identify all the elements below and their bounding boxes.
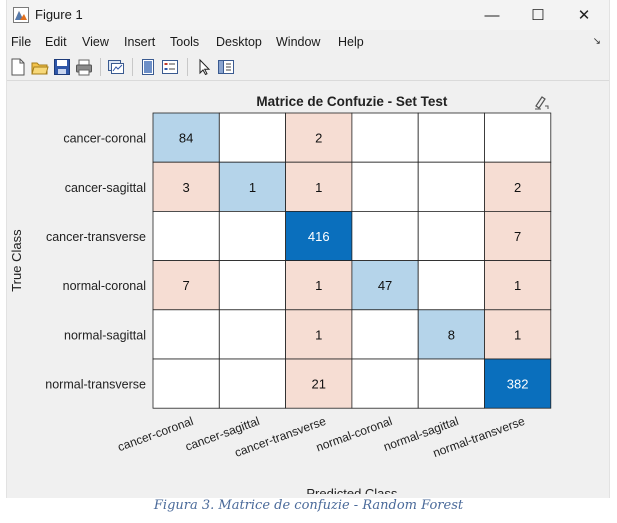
- minimize-button[interactable]: —: [469, 0, 515, 30]
- row-tick-label: cancer-transverse: [46, 230, 146, 244]
- matrix-cell: [417, 260, 485, 311]
- menu-insert[interactable]: Insert: [124, 35, 156, 49]
- insert-legend-icon[interactable]: [161, 58, 179, 76]
- menu-file[interactable]: File: [11, 35, 32, 49]
- matrix-cell: [285, 358, 353, 409]
- menu-bar: File Edit View Insert Tools Desktop Wind…: [7, 31, 609, 53]
- column-tick-label: normal-coronal: [314, 414, 394, 455]
- matrix-cell: [484, 358, 552, 409]
- matrix-cell: [218, 161, 287, 212]
- matrix-cell: [417, 309, 485, 360]
- figure-caption: Figura 3. Matrice de confuzie - Random F…: [153, 498, 464, 513]
- cell-value: 1: [315, 327, 322, 342]
- matrix-cell: [484, 161, 552, 212]
- menu-window[interactable]: Window: [276, 35, 321, 49]
- toolbar-separator: [187, 58, 188, 76]
- matrix-cell: [285, 161, 353, 212]
- y-axis-label: True Class: [9, 229, 24, 292]
- close-button[interactable]: ✕: [561, 0, 607, 30]
- matrix-cell: [417, 358, 485, 409]
- link-plot-icon[interactable]: [107, 58, 125, 76]
- maximize-icon: ☐: [531, 7, 545, 24]
- matrix-cell: [484, 210, 552, 261]
- menu-help[interactable]: Help: [338, 35, 364, 49]
- menu-edit[interactable]: Edit: [45, 35, 67, 49]
- row-tick-label: cancer-sagittal: [65, 181, 146, 195]
- x-axis-label: Predicted Class: [306, 486, 398, 494]
- minimize-icon: —: [484, 6, 500, 24]
- pointer-icon[interactable]: [195, 58, 213, 76]
- toolbar-separator: [100, 58, 101, 76]
- row-tick-label: normal-sagittal: [64, 328, 146, 342]
- matrix-cell: [417, 112, 485, 163]
- matrix-cell: [417, 161, 485, 212]
- title-bar[interactable]: Figure 1 — ☐ ✕: [7, 0, 609, 30]
- figure-canvas: Matrice de Confuzie - Set Test 84 2 3 1 1 2 416…: [7, 81, 609, 494]
- cell-value: 2: [315, 131, 322, 146]
- matrix-cell: [218, 210, 287, 261]
- matrix-cell: [285, 210, 353, 261]
- hide-plot-tools-icon[interactable]: [139, 58, 157, 76]
- matrix-cell: [351, 309, 419, 360]
- menu-tools[interactable]: Tools: [170, 35, 200, 49]
- chart-title: Matrice de Confuzie - Set Test: [256, 94, 448, 109]
- cell-value: 47: [378, 278, 392, 293]
- new-figure-icon[interactable]: [9, 58, 27, 76]
- matlab-figure-icon: [13, 7, 29, 23]
- edit-plot-icon[interactable]: [533, 93, 551, 111]
- matrix-cell: [285, 112, 353, 163]
- matrix-cell: [351, 260, 419, 311]
- matrix-cell: [152, 161, 220, 212]
- matrix-cell: [351, 358, 419, 409]
- cell-value: 1: [315, 180, 322, 195]
- matrix-cell: [218, 309, 287, 360]
- matrix-cell: [351, 112, 419, 163]
- cell-value: 8: [448, 327, 455, 342]
- cell-value: 382: [507, 377, 529, 392]
- row-tick-label: normal-transverse: [45, 378, 146, 392]
- property-editor-icon[interactable]: [217, 58, 235, 76]
- matrix-cell: [484, 260, 552, 311]
- matrix-cell: [285, 260, 353, 311]
- matrix-cell: [152, 210, 220, 261]
- row-tick-label: normal-coronal: [63, 279, 146, 293]
- toolbar-separator: [132, 58, 133, 76]
- cell-value: 1: [514, 327, 521, 342]
- open-file-icon[interactable]: [31, 58, 49, 76]
- matrix-cell: [218, 260, 287, 311]
- maximize-button[interactable]: ☐: [515, 0, 561, 30]
- cell-value: 21: [312, 377, 326, 392]
- column-tick-label: cancer-coronal: [116, 414, 195, 454]
- save-icon[interactable]: [53, 58, 71, 76]
- cell-value: 1: [514, 278, 521, 293]
- cell-value: 416: [308, 229, 330, 244]
- confusion-matrix-chart: Matrice de Confuzie - Set Test 84 2 3 1 1 2 416…: [9, 94, 552, 494]
- matrix-cell: [218, 358, 287, 409]
- matrix-cell: [152, 358, 220, 409]
- matrix-cell: [484, 112, 552, 163]
- cell-value: 84: [179, 131, 193, 146]
- menu-desktop[interactable]: Desktop: [216, 35, 262, 49]
- print-icon[interactable]: [75, 58, 93, 76]
- matrix-cell: [152, 309, 220, 360]
- matrix-cell: [417, 210, 485, 261]
- menu-view[interactable]: View: [82, 35, 109, 49]
- figure-toolbar: [7, 54, 609, 81]
- row-tick-label: cancer-coronal: [63, 132, 146, 146]
- matrix-cell: [218, 112, 287, 163]
- cell-value: 2: [514, 180, 521, 195]
- menu-overflow-icon[interactable]: ↘: [592, 36, 601, 47]
- figure-window: Figure 1 — ☐ ✕ File Edit View Insert Too…: [6, 0, 610, 498]
- matrix-cell: [351, 210, 419, 261]
- cell-value: 7: [183, 278, 190, 293]
- matrix-cell: [351, 161, 419, 212]
- matrix-cell: [152, 260, 220, 311]
- window-title: Figure 1: [35, 7, 83, 22]
- cell-value: 1: [249, 180, 256, 195]
- cell-value: 7: [514, 229, 521, 244]
- cell-value: 1: [315, 278, 322, 293]
- close-icon: ✕: [577, 7, 591, 24]
- matrix-cell: [285, 309, 353, 360]
- cell-value: 3: [183, 180, 190, 195]
